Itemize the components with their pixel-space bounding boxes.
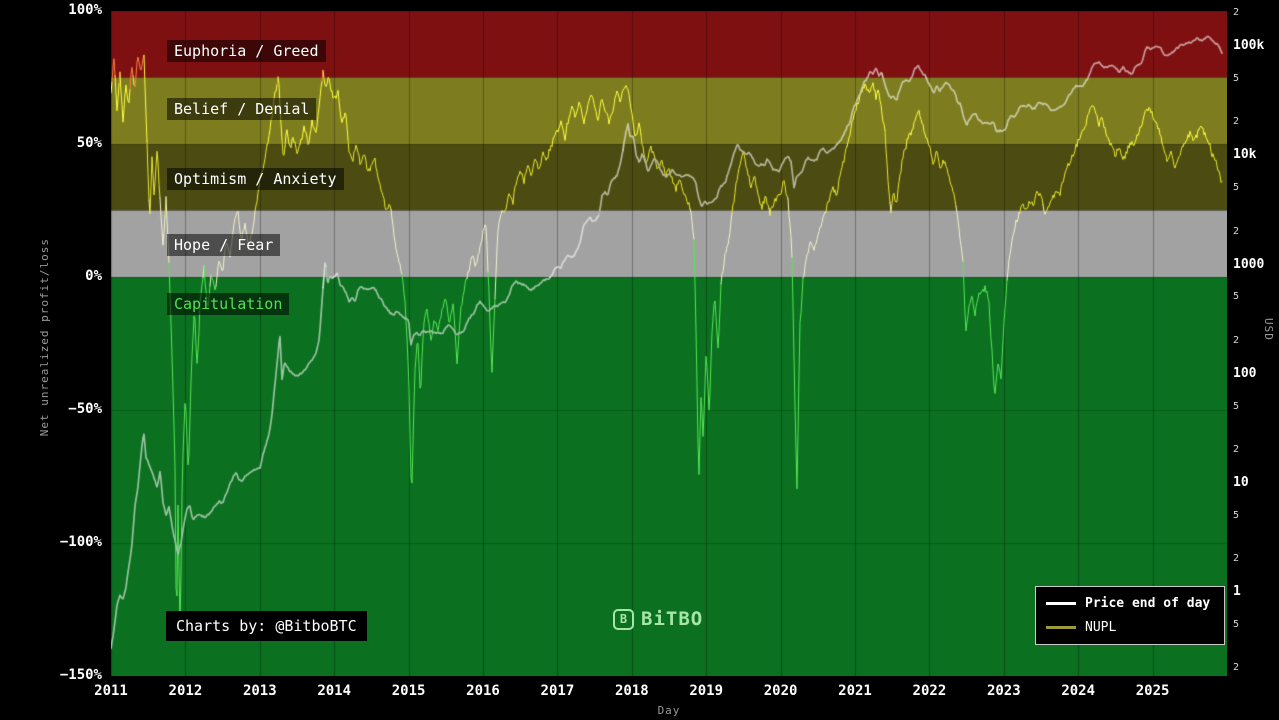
x-axis-tick: 2015 (391, 683, 426, 699)
y-axis-right-tick: 100k (1233, 38, 1265, 54)
y-axis-right-minor-tick: 2 (1233, 334, 1240, 346)
y-axis-right-minor-tick: 5 (1233, 400, 1240, 412)
zone-label-belief-denial: Belief / Denial (167, 98, 317, 120)
x-axis-tick: 2011 (94, 683, 128, 699)
y-axis-left-tick: −100% (59, 534, 102, 550)
y-axis-right-title: USD (1262, 318, 1275, 341)
x-axis-tick: 2023 (986, 683, 1021, 699)
brand-name: BiTBO (641, 608, 704, 630)
y-axis-right-tick: 100 (1233, 365, 1257, 381)
price-line-swatch (1046, 602, 1076, 605)
y-axis-left-tick: −150% (59, 667, 102, 683)
y-axis-right-minor-tick: 5 (1233, 182, 1240, 194)
y-axis-right-minor-tick: 5 (1233, 291, 1240, 303)
attribution-text: Charts by: @BitboBTC (166, 611, 367, 641)
x-axis-tick: 2012 (168, 683, 203, 699)
x-axis-tick: 2025 (1135, 683, 1170, 699)
x-axis-tick: 2016 (466, 683, 500, 699)
y-axis-right-minor-tick: 2 (1233, 553, 1240, 565)
nupl-line-swatch (1046, 626, 1076, 629)
y-axis-left-tick: 100% (68, 2, 102, 18)
x-axis-tick: 2017 (540, 683, 575, 699)
y-axis-right-minor-tick: 2 (1233, 7, 1240, 19)
x-axis-tick: 2013 (242, 683, 277, 699)
zone-label-capitulation: Capitulation (167, 293, 290, 315)
x-axis-tick: 2018 (614, 683, 649, 699)
y-axis-right-tick: 1000 (1233, 256, 1265, 272)
y-axis-right-minor-tick: 5 (1233, 509, 1240, 521)
y-axis-left-tick: −50% (68, 401, 102, 417)
y-axis-right-tick: 1 (1233, 583, 1241, 599)
y-axis-right-minor-tick: 2 (1233, 443, 1240, 455)
y-axis-right-minor-tick: 5 (1233, 618, 1240, 630)
legend-label-price: Price end of day (1085, 596, 1211, 611)
legend-label-nupl: NUPL (1085, 620, 1117, 635)
x-axis-title: Day (657, 704, 681, 717)
y-axis-right-minor-tick: 2 (1233, 662, 1240, 674)
y-axis-left-tick: 50% (76, 135, 102, 151)
y-axis-right-minor-tick: 2 (1233, 116, 1240, 128)
y-axis-right-tick: 10k (1233, 147, 1257, 163)
x-axis-tick: 2022 (912, 683, 947, 699)
legend: Price end of day NUPL (1035, 586, 1225, 645)
y-axis-left-tick: 0% (85, 268, 102, 284)
legend-item-price[interactable]: Price end of day (1046, 596, 1214, 611)
legend-item-nupl[interactable]: NUPL (1046, 620, 1214, 635)
x-axis-tick: 2024 (1061, 683, 1096, 699)
y-axis-right-tick: 10 (1233, 474, 1249, 490)
zone-label-euphoria-greed: Euphoria / Greed (167, 40, 326, 62)
x-axis-tick: 2020 (763, 683, 798, 699)
y-axis-right-minor-tick: 5 (1233, 73, 1240, 85)
bitbo-logo: B BiTBO (613, 608, 703, 630)
chart-canvas[interactable] (111, 11, 1227, 676)
x-axis-tick: 2021 (838, 683, 872, 699)
zone-label-hope-fear: Hope / Fear (167, 234, 281, 256)
bitcoin-logo-icon: B (613, 608, 634, 630)
y-axis-right-minor-tick: 2 (1233, 225, 1240, 237)
x-axis-tick: 2019 (689, 683, 724, 699)
zone-label-optimism-anxiety: Optimism / Anxiety (167, 168, 344, 190)
x-axis-tick: 2014 (317, 683, 352, 699)
